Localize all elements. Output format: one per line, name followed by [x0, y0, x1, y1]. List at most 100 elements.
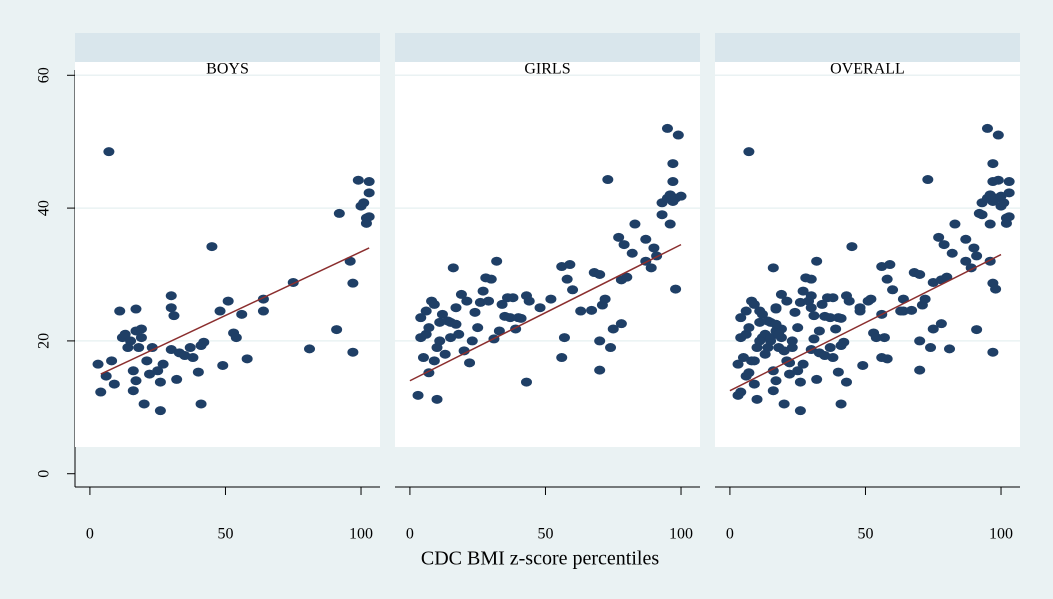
- point: [748, 299, 760, 309]
- point: [838, 337, 850, 347]
- point: [125, 336, 137, 346]
- point: [184, 343, 196, 353]
- point: [835, 399, 847, 409]
- point: [751, 394, 763, 404]
- point: [792, 366, 804, 376]
- point: [784, 369, 796, 379]
- point: [168, 311, 180, 321]
- point: [127, 366, 139, 376]
- y-tick-label: 40: [36, 200, 53, 216]
- point: [352, 175, 364, 185]
- point: [594, 365, 606, 375]
- point: [792, 323, 804, 333]
- point: [789, 307, 801, 317]
- point: [423, 323, 435, 333]
- point: [108, 379, 120, 389]
- point: [445, 333, 457, 343]
- point: [236, 309, 248, 319]
- point: [827, 293, 839, 303]
- point: [626, 248, 638, 258]
- point: [523, 296, 535, 306]
- point: [786, 336, 798, 346]
- point: [811, 256, 823, 266]
- point: [884, 260, 896, 270]
- point: [743, 147, 755, 157]
- point: [767, 366, 779, 376]
- point: [995, 191, 1007, 201]
- point: [914, 365, 926, 375]
- point: [558, 333, 570, 343]
- point: [214, 306, 226, 316]
- point: [656, 210, 668, 220]
- point: [987, 159, 999, 169]
- point: [165, 303, 177, 313]
- point: [141, 356, 153, 366]
- point: [664, 219, 676, 229]
- point: [897, 294, 909, 304]
- point: [491, 256, 503, 266]
- y-tick-label: 60: [36, 67, 53, 83]
- point: [222, 296, 234, 306]
- point: [832, 367, 844, 377]
- point: [925, 343, 937, 353]
- point: [192, 367, 204, 377]
- point: [840, 377, 852, 387]
- point: [775, 289, 787, 299]
- point: [455, 289, 467, 299]
- point: [906, 305, 918, 315]
- point: [586, 305, 598, 315]
- point: [417, 353, 429, 363]
- point: [854, 303, 866, 313]
- point: [981, 123, 993, 133]
- point: [154, 406, 166, 416]
- point: [575, 306, 587, 316]
- point: [968, 243, 980, 253]
- point: [919, 294, 931, 304]
- point: [607, 324, 619, 334]
- point: [333, 208, 345, 218]
- point: [773, 329, 785, 339]
- point: [431, 394, 443, 404]
- point: [594, 336, 606, 346]
- point: [602, 175, 614, 185]
- point: [914, 336, 926, 346]
- point: [938, 240, 950, 250]
- point: [507, 293, 519, 303]
- point: [545, 294, 557, 304]
- point: [756, 309, 768, 319]
- point: [363, 177, 375, 187]
- point: [824, 313, 836, 323]
- point: [971, 251, 983, 261]
- point: [881, 274, 893, 284]
- point: [667, 177, 679, 187]
- point: [130, 376, 142, 386]
- point: [187, 353, 199, 363]
- x-tick-label: 0: [726, 526, 734, 543]
- point: [450, 319, 462, 329]
- point: [458, 346, 470, 356]
- point: [420, 306, 432, 316]
- point: [786, 343, 798, 353]
- point: [987, 347, 999, 357]
- point: [613, 232, 625, 242]
- point: [805, 274, 817, 284]
- point: [477, 286, 489, 296]
- point: [436, 309, 448, 319]
- point: [770, 376, 782, 386]
- point: [732, 359, 744, 369]
- point: [784, 358, 796, 368]
- point: [165, 291, 177, 301]
- panel-title: GIRLS: [524, 61, 570, 78]
- point: [363, 188, 375, 198]
- point: [876, 353, 888, 363]
- point: [483, 296, 495, 306]
- point: [808, 311, 820, 321]
- point: [485, 274, 497, 284]
- point: [453, 329, 465, 339]
- point: [846, 242, 858, 252]
- panel-title: OVERALL: [830, 61, 905, 78]
- point: [770, 303, 782, 313]
- point: [990, 284, 1002, 294]
- point: [927, 324, 939, 334]
